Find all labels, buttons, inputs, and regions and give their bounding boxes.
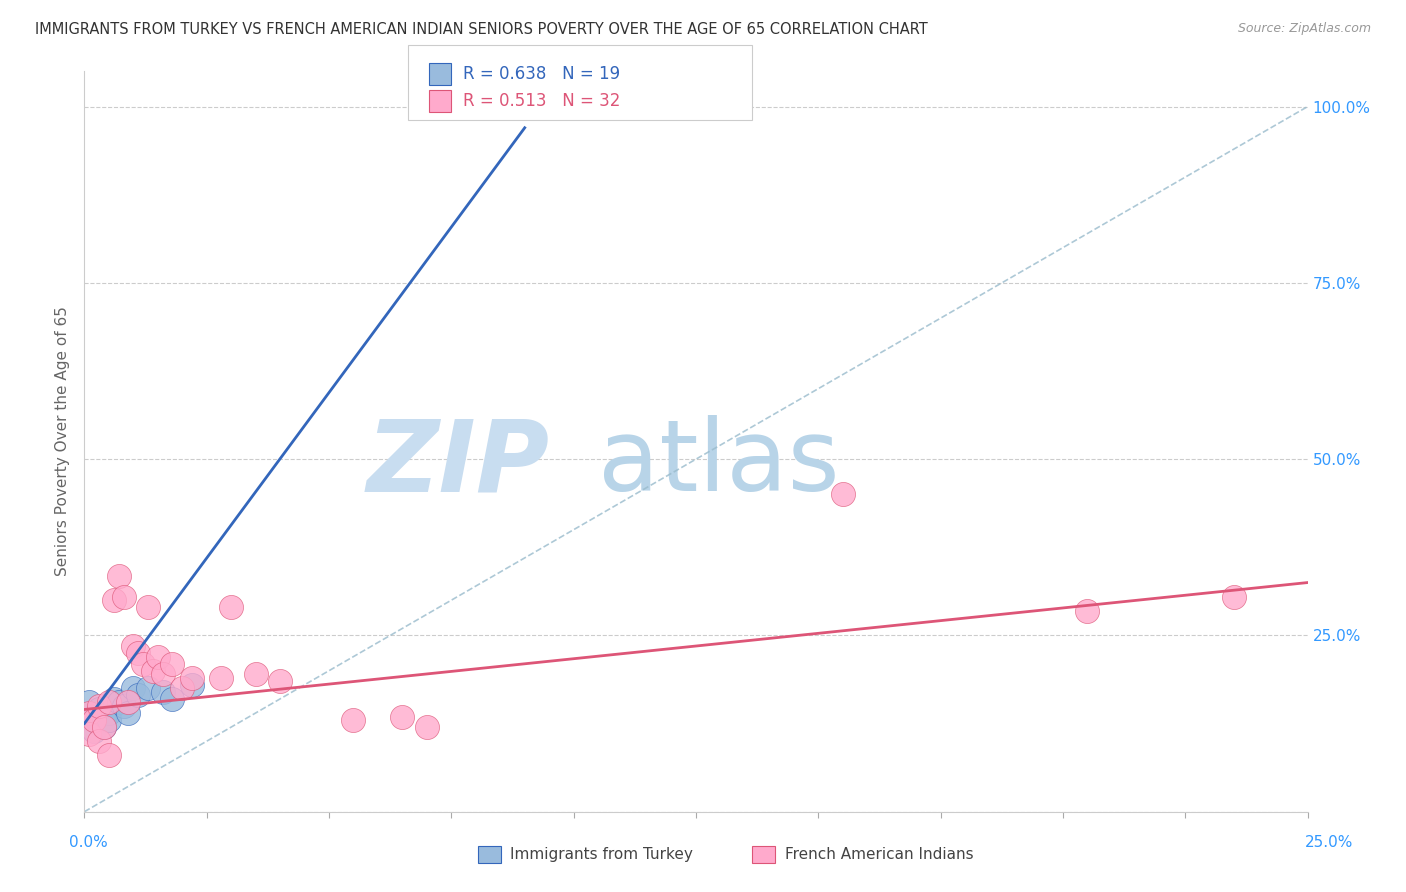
Point: [391, 709, 413, 723]
Point: [181, 671, 204, 685]
Point: [831, 487, 853, 501]
Point: [77, 695, 100, 709]
Point: [97, 695, 120, 709]
Point: [77, 727, 100, 741]
Point: [181, 678, 204, 692]
Point: [172, 681, 194, 696]
Point: [87, 734, 110, 748]
Text: IMMIGRANTS FROM TURKEY VS FRENCH AMERICAN INDIAN SENIORS POVERTY OVER THE AGE OF: IMMIGRANTS FROM TURKEY VS FRENCH AMERICA…: [35, 22, 928, 37]
Text: French American Indians: French American Indians: [785, 847, 973, 862]
Point: [107, 568, 129, 582]
Point: [83, 713, 105, 727]
Point: [103, 692, 125, 706]
Text: Immigrants from Turkey: Immigrants from Turkey: [510, 847, 693, 862]
Point: [93, 720, 115, 734]
Point: [1076, 604, 1098, 618]
Point: [97, 713, 120, 727]
Point: [112, 698, 135, 713]
Point: [93, 720, 115, 734]
Point: [152, 685, 174, 699]
Point: [146, 649, 169, 664]
Point: [127, 689, 149, 703]
Point: [103, 593, 125, 607]
Point: [136, 600, 159, 615]
Text: ZIP: ZIP: [366, 416, 550, 512]
Point: [162, 692, 184, 706]
Text: 25.0%: 25.0%: [1305, 836, 1353, 850]
Point: [122, 681, 145, 696]
Point: [127, 646, 149, 660]
Text: atlas: atlas: [598, 416, 839, 512]
Point: [1223, 590, 1246, 604]
Point: [83, 723, 105, 738]
Point: [162, 657, 184, 671]
Point: [97, 748, 120, 763]
Y-axis label: Seniors Poverty Over the Age of 65: Seniors Poverty Over the Age of 65: [55, 307, 70, 576]
Point: [269, 674, 291, 689]
Point: [87, 716, 110, 731]
Point: [87, 702, 110, 716]
Text: 0.0%: 0.0%: [69, 836, 108, 850]
Point: [416, 720, 439, 734]
Point: [97, 706, 120, 720]
Point: [219, 600, 242, 615]
Point: [107, 695, 129, 709]
Point: [117, 706, 139, 720]
Point: [142, 664, 165, 678]
Point: [245, 667, 267, 681]
Point: [87, 698, 110, 713]
Point: [117, 695, 139, 709]
Point: [136, 681, 159, 696]
Text: R = 0.638   N = 19: R = 0.638 N = 19: [463, 65, 620, 83]
Text: R = 0.513   N = 32: R = 0.513 N = 32: [463, 92, 620, 111]
Text: Source: ZipAtlas.com: Source: ZipAtlas.com: [1237, 22, 1371, 36]
Point: [122, 639, 145, 653]
Point: [132, 657, 155, 671]
Point: [77, 706, 100, 720]
Point: [83, 709, 105, 723]
Point: [93, 713, 115, 727]
Point: [152, 667, 174, 681]
Point: [112, 590, 135, 604]
Point: [209, 671, 232, 685]
Point: [342, 713, 364, 727]
